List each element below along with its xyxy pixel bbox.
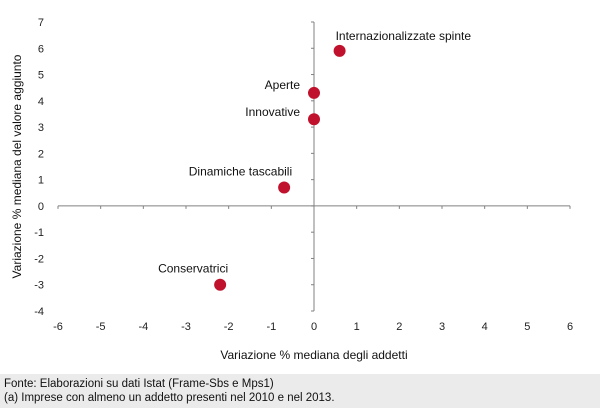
x-tick-label: 6 xyxy=(567,321,573,333)
data-point xyxy=(308,86,320,99)
footnote: (a) Imprese con almeno un addetto presen… xyxy=(4,392,335,404)
y-tick-label: 3 xyxy=(38,122,44,134)
y-tick-label: -1 xyxy=(34,227,44,239)
x-tick-label: -3 xyxy=(181,321,191,333)
data-point xyxy=(308,113,320,126)
y-axis-label: Variazione % mediana del valore aggiunto xyxy=(10,54,24,278)
x-tick-label: -5 xyxy=(96,321,106,333)
y-tick-label: -2 xyxy=(34,253,44,265)
y-tick-label: 2 xyxy=(38,148,44,160)
chart-panel: -4 -3 -2 -1 0 1 2 3 4 5 6 7 -6 -5 -4 -3 -2 -1 0 1 2 3 4 5 6 Inte… xyxy=(0,0,600,374)
y-tick-label: 5 xyxy=(38,70,44,82)
data-label: Aperte xyxy=(265,78,301,92)
x-tick-label: -4 xyxy=(138,321,148,333)
x-tick-label: 4 xyxy=(482,321,488,333)
x-tick-label: -1 xyxy=(266,321,276,333)
footer: Fonte: Elaborazioni su dati Istat (Frame… xyxy=(4,377,596,405)
data-label: Conservatrici xyxy=(158,262,228,276)
x-tick-label: 5 xyxy=(524,321,530,333)
data-label: Internazionalizzate spinte xyxy=(336,29,472,43)
data-point xyxy=(278,181,291,194)
data-label: Innovative xyxy=(245,105,300,119)
y-tick-label: 7 xyxy=(38,17,44,29)
y-tick-label: -4 xyxy=(34,306,44,318)
source-note: Fonte: Elaborazioni su dati Istat (Frame… xyxy=(4,378,274,390)
scatter-chart: -4 -3 -2 -1 0 1 2 3 4 5 6 7 -6 -5 -4 -3 -2 -1 0 1 2 3 4 5 6 Inte… xyxy=(10,17,573,362)
x-tick-label: 0 xyxy=(311,321,317,333)
x-tick-label: 1 xyxy=(354,321,360,333)
x-tick-label: -2 xyxy=(224,321,234,333)
data-point xyxy=(214,278,227,291)
y-tick-label: 6 xyxy=(38,43,44,55)
x-tick-label: 3 xyxy=(439,321,445,333)
data-label: Dinamiche tascabili xyxy=(189,165,292,179)
y-tick-label: 1 xyxy=(38,175,44,187)
x-axis-label: Variazione % mediana degli addetti xyxy=(220,348,407,362)
y-tick-label: -3 xyxy=(34,280,44,292)
y-tick-label: 4 xyxy=(38,96,44,108)
x-tick-label: 2 xyxy=(396,321,402,333)
data-point xyxy=(333,44,346,57)
y-tick-label: 0 xyxy=(38,201,44,213)
axes xyxy=(57,21,571,312)
x-tick-label: -6 xyxy=(53,321,63,333)
data-points: Internazionalizzate spinte Aperte Innovati… xyxy=(158,29,471,291)
tick-labels: -4 -3 -2 -1 0 1 2 3 4 5 6 7 -6 -5 -4 -3 -2 -1 0 1 2 3 4 5 6 xyxy=(34,17,573,333)
